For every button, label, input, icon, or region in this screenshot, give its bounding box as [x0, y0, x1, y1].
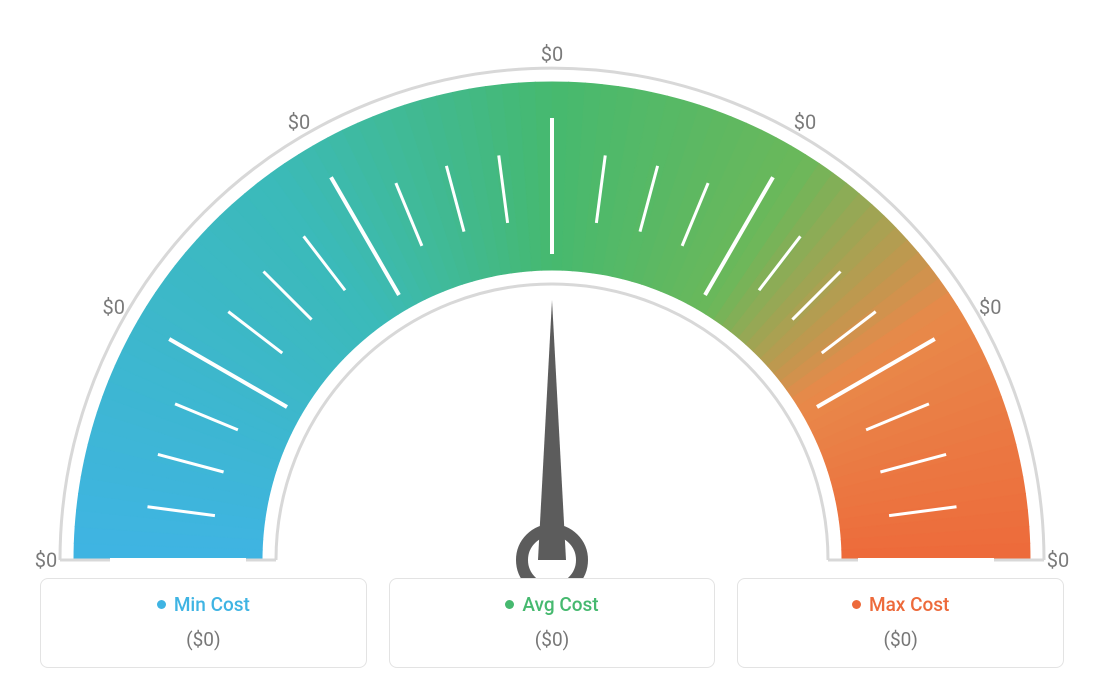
legend-title: Avg Cost: [505, 593, 598, 616]
legend-label: Max Cost: [869, 593, 949, 616]
legend-title: Max Cost: [852, 593, 949, 616]
gauge-tick-label: $0: [1047, 548, 1069, 572]
gauge-tick-label: $0: [541, 42, 563, 66]
legend-value: ($0): [51, 628, 356, 651]
legend-label: Avg Cost: [522, 593, 598, 616]
legend-row: Min Cost ($0) Avg Cost ($0) Max Cost ($0): [40, 578, 1064, 668]
legend-value: ($0): [748, 628, 1053, 651]
gauge-tick-label: $0: [979, 295, 1001, 319]
legend-label: Min Cost: [174, 593, 250, 616]
legend-card: Min Cost ($0): [40, 578, 367, 668]
legend-value: ($0): [400, 628, 705, 651]
legend-dot-icon: [852, 600, 861, 609]
legend-card: Avg Cost ($0): [389, 578, 716, 668]
legend-dot-icon: [157, 600, 166, 609]
gauge-chart: [0, 20, 1104, 590]
legend-title: Min Cost: [157, 593, 250, 616]
gauge-tick-label: $0: [794, 110, 816, 134]
gauge-area: $0 $0 $0 $0 $0 $0 $0: [0, 0, 1104, 570]
gauge-tick-label: $0: [35, 548, 57, 572]
legend-card: Max Cost ($0): [737, 578, 1064, 668]
gauge-tick-label: $0: [103, 295, 125, 319]
gauge-tick-label: $0: [288, 110, 310, 134]
legend-dot-icon: [505, 600, 514, 609]
cost-gauge-widget: $0$0$0$0$0$0$0 Min Cost($0)Avg Cost($0)M…: [0, 0, 1104, 690]
